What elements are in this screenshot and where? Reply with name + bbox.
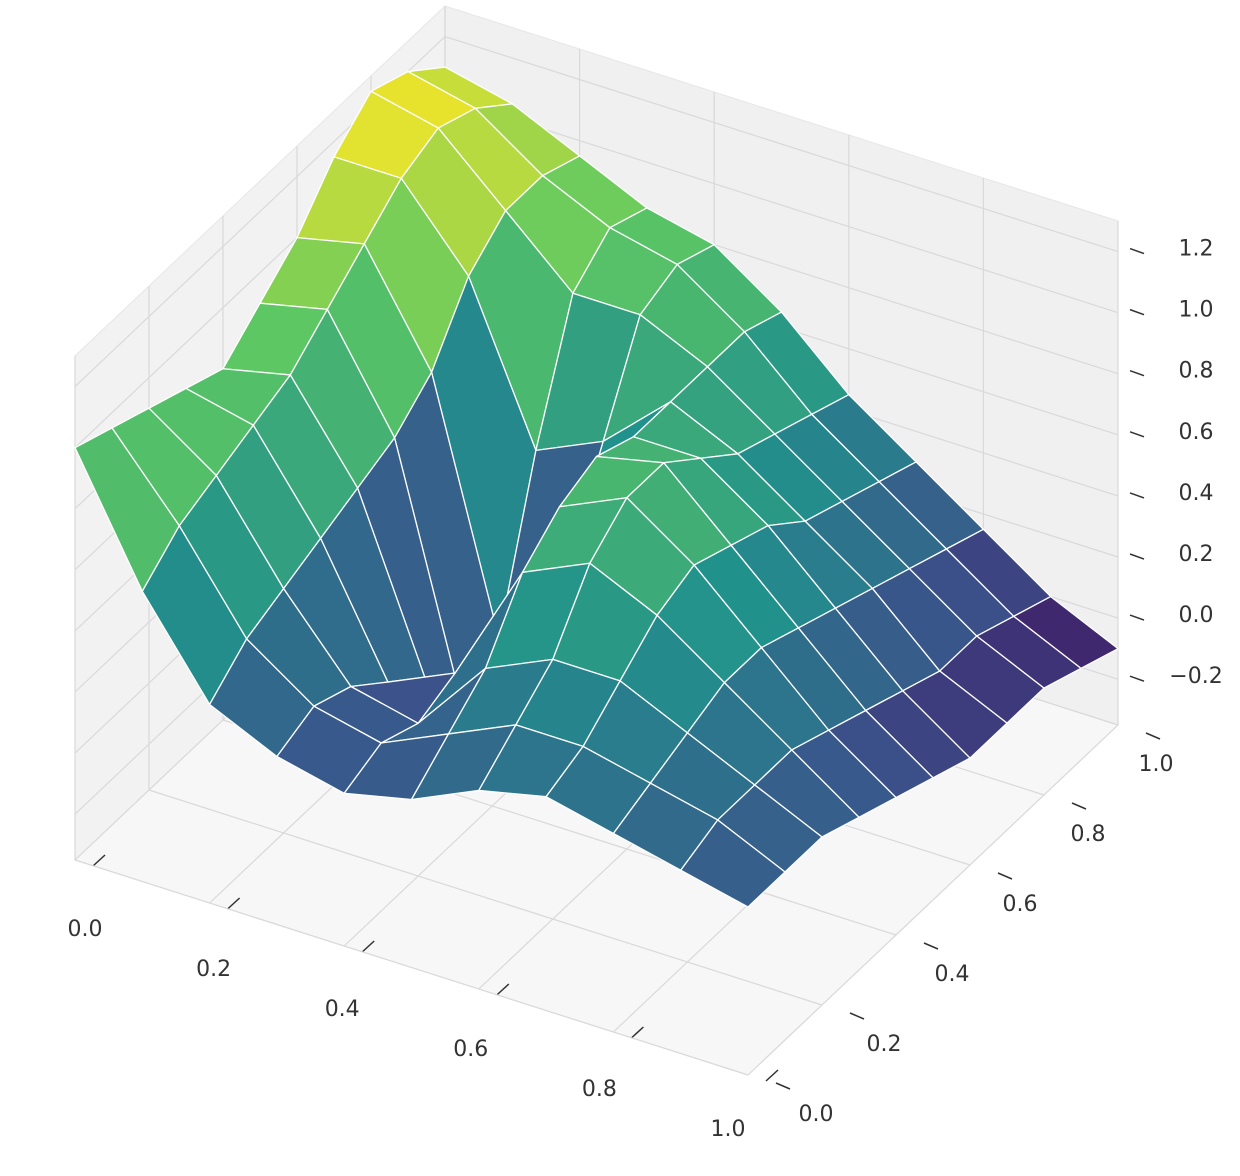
- x-tick-label: 0.8: [582, 1077, 617, 1102]
- z-tick-label: 1.0: [1179, 298, 1214, 323]
- z-tick-label: 0.8: [1179, 359, 1214, 384]
- grid-line: [747, 724, 1119, 1076]
- x-tick: [765, 1069, 779, 1082]
- x-tick-label: 0.6: [453, 1037, 488, 1062]
- z-tick-label: 1.2: [1179, 237, 1214, 262]
- y-tick-label: 0.6: [1003, 892, 1038, 917]
- z-tick: [1129, 431, 1145, 438]
- z-tick: [1129, 492, 1145, 499]
- z-tick: [1129, 247, 1145, 255]
- y-tick-label: 1.0: [1139, 752, 1174, 777]
- y-tick-label: 0.2: [867, 1032, 902, 1057]
- z-tick: [1129, 675, 1145, 682]
- y-tick-label: 0.8: [1071, 822, 1106, 847]
- z-tick: [1129, 308, 1145, 316]
- x-tick-label: 0.0: [68, 917, 103, 942]
- x-tick-label: 1.0: [711, 1117, 746, 1142]
- grid-line: [444, 35, 1119, 253]
- z-tick: [1129, 614, 1145, 621]
- y-tick: [923, 942, 939, 950]
- x-tick: [92, 854, 106, 867]
- z-tick-label: 0.4: [1179, 481, 1214, 506]
- y-tick: [1145, 732, 1161, 740]
- x-tick: [227, 897, 241, 910]
- z-tick-label: 0.2: [1179, 542, 1214, 567]
- grid-line: [444, 97, 1119, 314]
- x-tick: [361, 940, 375, 953]
- z-tick: [1129, 370, 1145, 377]
- grid-line: [74, 859, 749, 1076]
- y-tick: [997, 872, 1013, 880]
- z-tick-label: 0.6: [1179, 420, 1214, 445]
- x-tick: [630, 1026, 644, 1039]
- x-tick-label: 0.2: [196, 957, 231, 982]
- surface-patch: [680, 819, 786, 908]
- z-tick: [1129, 553, 1145, 560]
- z-tick-label: 0.0: [1179, 603, 1214, 628]
- grid-line: [148, 789, 823, 1006]
- y-tick-label: 0.0: [799, 1102, 834, 1127]
- x-tick-label: 0.4: [325, 997, 360, 1022]
- y-tick: [1071, 802, 1087, 810]
- y-tick: [849, 1012, 865, 1020]
- z-tick-label: −0.2: [1169, 664, 1222, 689]
- y-tick: [775, 1082, 791, 1090]
- y-tick-label: 0.4: [935, 962, 970, 987]
- x-tick: [496, 983, 510, 996]
